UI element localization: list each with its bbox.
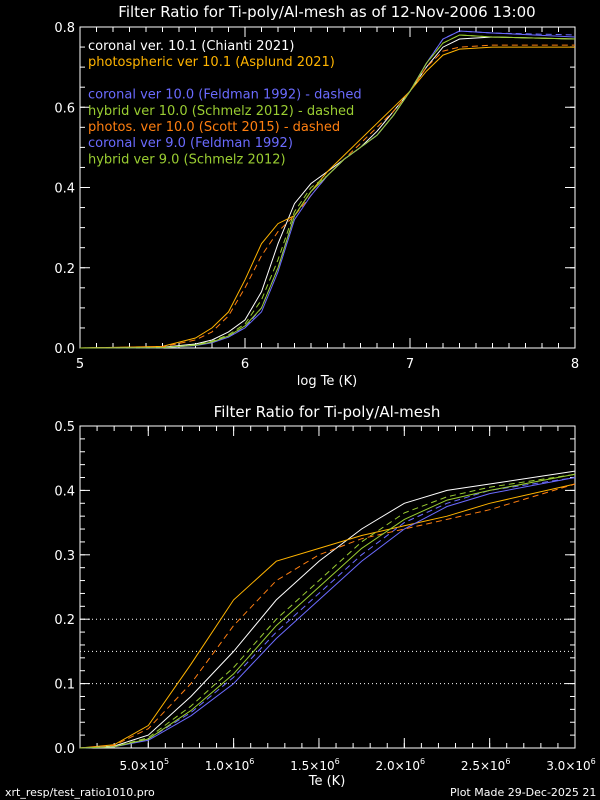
x-tick-label: 2.0×106 xyxy=(376,757,426,773)
x-tick-mantissa: 5.0×10 xyxy=(120,759,164,773)
plot-frame xyxy=(79,425,576,749)
legend-entry: coronal ver 10.0 (Feldman 1992) - dashed xyxy=(88,88,362,103)
legend-entry: hybrid ver 10.0 (Schmelz 2012) - dashed xyxy=(88,104,354,119)
y-tick-label: 0.4 xyxy=(54,484,75,499)
series-line-hybrid90 xyxy=(79,34,576,349)
footer-plot-date: Plot Made 29-Dec-2025 21 xyxy=(450,786,596,799)
series-line-photos100 xyxy=(79,483,576,749)
x-tick-exponent: 6 xyxy=(505,757,510,766)
x-tick-mantissa: 2.0×10 xyxy=(376,759,420,773)
series-line-hybrid90 xyxy=(79,473,576,749)
legend-entry: photos. ver 10.0 (Scott 2015) - dashed xyxy=(88,120,340,135)
bottom-chart-title: Filter Ratio for Ti-poly/Al-mesh xyxy=(214,403,441,421)
x-tick-label: 8 xyxy=(571,357,579,372)
x-tick-mantissa: 1.0×10 xyxy=(205,759,249,773)
series-line-coronal90 xyxy=(79,30,576,349)
x-tick-mantissa: 1.5×10 xyxy=(290,759,334,773)
series-line-coronal101 xyxy=(79,36,576,349)
x-tick-exponent: 6 xyxy=(420,757,425,766)
footer-filename: xrt_resp/test_ratio1010.pro xyxy=(5,786,155,799)
y-tick-label: 0.4 xyxy=(54,182,75,197)
x-tick-label: 5 xyxy=(76,357,84,372)
top-chart-xlabel: log Te (K) xyxy=(297,374,357,389)
y-tick-label: 0.6 xyxy=(54,101,75,116)
series-line-photo101 xyxy=(79,483,576,749)
series-line-hybrid100 xyxy=(79,473,576,749)
x-tick-label: 7 xyxy=(406,357,414,372)
x-tick-label: 3.0×106 xyxy=(546,757,596,773)
legend-entry: coronal ver. 10.1 (Chianti 2021) xyxy=(88,39,294,54)
y-tick-label: 0.2 xyxy=(54,262,75,277)
x-tick-mantissa: 3.0×10 xyxy=(546,759,590,773)
y-tick-label: 0.0 xyxy=(54,742,75,757)
series-line-coronal100 xyxy=(79,30,576,349)
x-tick-label: 1.5×106 xyxy=(290,757,340,773)
top-chart: 5 6 7 8 0.0 0.2 0.4 0.6 0.8 coronal ver. 10.1 (Ch… xyxy=(54,21,579,372)
y-tick-label: 0.0 xyxy=(54,342,75,357)
top-chart-title: Filter Ratio for Ti-poly/Al-mesh as of 1… xyxy=(118,3,535,21)
series-line-hybrid100 xyxy=(79,34,576,349)
y-tick-label: 0.5 xyxy=(54,420,75,435)
y-tick-label: 0.3 xyxy=(54,549,75,564)
x-tick-exponent: 6 xyxy=(591,757,596,766)
x-tick-label: 1.0×106 xyxy=(205,757,255,773)
x-tick-label: 5.0×105 xyxy=(120,757,170,773)
y-tick-label: 0.2 xyxy=(54,613,75,628)
x-tick-mantissa: 2.5×10 xyxy=(461,759,505,773)
series-line-coronal90 xyxy=(79,477,576,749)
bottom-chart-xlabel: Te (K) xyxy=(308,774,346,789)
x-tick-label: 2.5×106 xyxy=(461,757,511,773)
legend-entry: hybrid ver 9.0 (Schmelz 2012) xyxy=(88,152,286,167)
bottom-chart: 5.0×105 1.0×106 1.5×106 2.0×106 2.5×106 3.0×1… xyxy=(54,420,595,773)
y-tick-label: 0.8 xyxy=(54,21,75,36)
y-tick-label: 0.1 xyxy=(54,678,75,693)
x-tick-exponent: 5 xyxy=(164,757,169,766)
legend-entry: coronal ver 9.0 (Feldman 1992) xyxy=(88,136,293,151)
x-tick-label: 6 xyxy=(241,357,249,372)
plot-frame xyxy=(79,26,576,349)
series-line-coronal100 xyxy=(79,477,576,749)
x-tick-exponent: 6 xyxy=(335,757,340,766)
series-line-photo101 xyxy=(79,46,575,349)
legend-entry: photospheric ver 10.1 (Asplund 2021) xyxy=(88,55,335,70)
series-line-coronal101 xyxy=(79,470,576,749)
x-tick-exponent: 6 xyxy=(249,757,254,766)
